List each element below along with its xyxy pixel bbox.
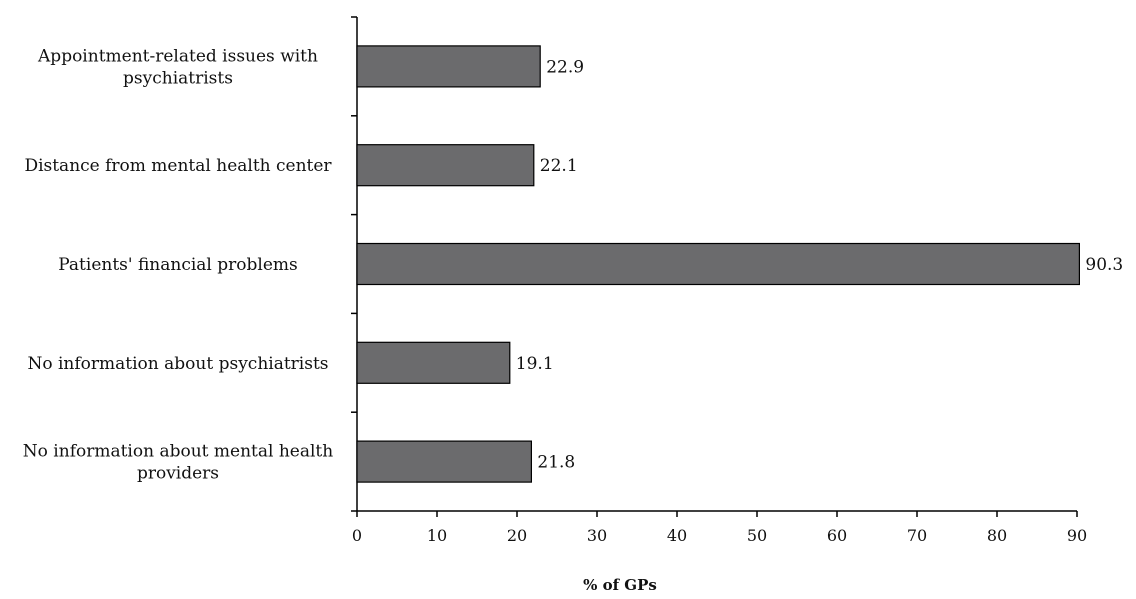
x-tick-label: 90 bbox=[1067, 526, 1087, 545]
x-tick-label: 80 bbox=[987, 526, 1007, 545]
data-label: 21.8 bbox=[537, 453, 575, 473]
data-label: 19.1 bbox=[516, 354, 554, 374]
x-axis-title: % of GPs bbox=[583, 576, 657, 594]
y-axis bbox=[351, 16, 358, 512]
x-tick-label: 10 bbox=[427, 526, 447, 545]
data-label: 90.3 bbox=[1085, 255, 1123, 275]
x-tick-label: 70 bbox=[907, 526, 927, 545]
bar bbox=[356, 45, 541, 88]
data-label: 22.1 bbox=[540, 156, 578, 176]
x-tick-label: 60 bbox=[827, 526, 847, 545]
bar bbox=[356, 242, 1081, 286]
x-axis: 0 10 20 30 40 50 60 70 80 90 bbox=[352, 510, 1087, 545]
category-label: Patients' financial problems bbox=[58, 255, 298, 275]
x-tick-label: 0 bbox=[352, 526, 362, 545]
value-labels: 22.9 22.1 90.3 19.1 21.8 bbox=[516, 57, 1123, 472]
bar bbox=[356, 440, 532, 483]
x-tick-label: 30 bbox=[587, 526, 607, 545]
category-label: Distance from mental health center bbox=[24, 156, 332, 176]
x-tick-label: 20 bbox=[507, 526, 527, 545]
category-label: No information about psychiatrists bbox=[27, 354, 328, 374]
category-label: No information about mental health provid… bbox=[23, 442, 333, 484]
x-tick-label: 50 bbox=[747, 526, 767, 545]
bar bbox=[356, 144, 535, 187]
bar bbox=[356, 341, 511, 384]
category-label: Appointment-related issues with psychiatr… bbox=[37, 46, 318, 88]
data-label: 22.9 bbox=[546, 57, 584, 77]
category-labels: Appointment-related issues with psychiatr… bbox=[23, 46, 333, 483]
bars bbox=[356, 45, 1081, 483]
x-tick-label: 40 bbox=[667, 526, 687, 545]
